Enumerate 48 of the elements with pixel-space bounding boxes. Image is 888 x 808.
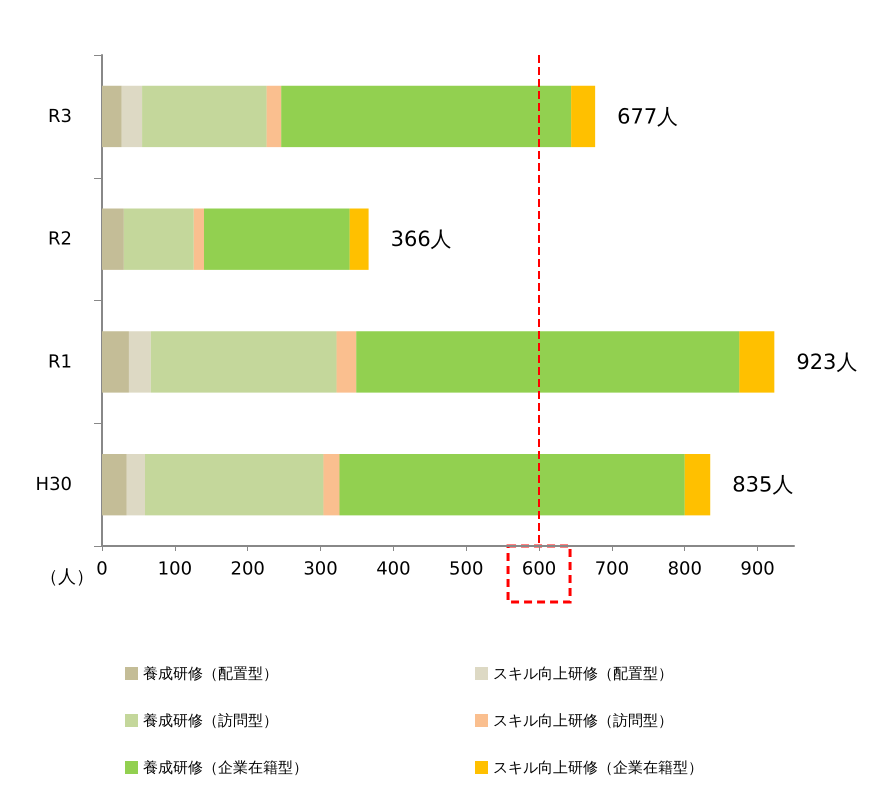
bar bbox=[281, 86, 572, 148]
x-tick-label: 0 bbox=[96, 558, 108, 580]
bar bbox=[142, 86, 267, 148]
x-tick-label: 600 bbox=[522, 558, 556, 580]
legend-label: スキル向上研修（配置型） bbox=[493, 664, 673, 682]
bar bbox=[266, 86, 282, 148]
y-tick-label: H30 bbox=[36, 474, 72, 496]
bar bbox=[102, 208, 124, 270]
bar bbox=[336, 331, 356, 393]
bar bbox=[128, 331, 151, 393]
x-axis-title: （人） bbox=[40, 566, 94, 588]
legend-label: 養成研修（配置型） bbox=[143, 664, 278, 682]
bar bbox=[350, 208, 369, 270]
bar bbox=[122, 86, 142, 148]
bar bbox=[124, 208, 194, 270]
x-tick-label: 200 bbox=[230, 558, 265, 580]
bar bbox=[102, 454, 127, 516]
bar bbox=[739, 331, 774, 393]
bar bbox=[356, 331, 740, 393]
legend-label: 養成研修（企業在籍型） bbox=[143, 758, 308, 776]
y-tick-label: R1 bbox=[48, 351, 72, 372]
bar bbox=[339, 454, 685, 516]
bar bbox=[194, 208, 204, 270]
y-tick-label: R3 bbox=[48, 106, 72, 127]
total-label: 923人 bbox=[796, 350, 858, 374]
legend-label: スキル向上研修（企業在籍型） bbox=[493, 758, 703, 776]
total-label: 835人 bbox=[732, 472, 794, 497]
x-tick-label: 700 bbox=[594, 558, 630, 580]
legend-label: スキル向上研修（訪問型） bbox=[493, 712, 673, 730]
total-label: 677人 bbox=[617, 104, 678, 128]
x-tick-label: 900 bbox=[740, 558, 775, 580]
total-label: 366人 bbox=[390, 227, 452, 252]
bar bbox=[126, 454, 145, 516]
x-tick-label: 500 bbox=[449, 558, 484, 580]
bar bbox=[102, 331, 129, 393]
x-tick-label: 300 bbox=[303, 558, 338, 580]
x-tick-label: 800 bbox=[668, 558, 702, 580]
bar bbox=[144, 454, 324, 516]
bar bbox=[102, 86, 122, 148]
bar bbox=[571, 86, 596, 148]
bar bbox=[323, 454, 340, 516]
bar bbox=[684, 454, 710, 516]
bar bbox=[150, 331, 337, 393]
x-tick-label: 400 bbox=[376, 558, 411, 580]
y-tick-label: R2 bbox=[48, 228, 72, 250]
legend-label: 養成研修（訪問型） bbox=[143, 712, 278, 730]
x-tick-label: 100 bbox=[158, 558, 192, 580]
bar bbox=[204, 208, 350, 270]
